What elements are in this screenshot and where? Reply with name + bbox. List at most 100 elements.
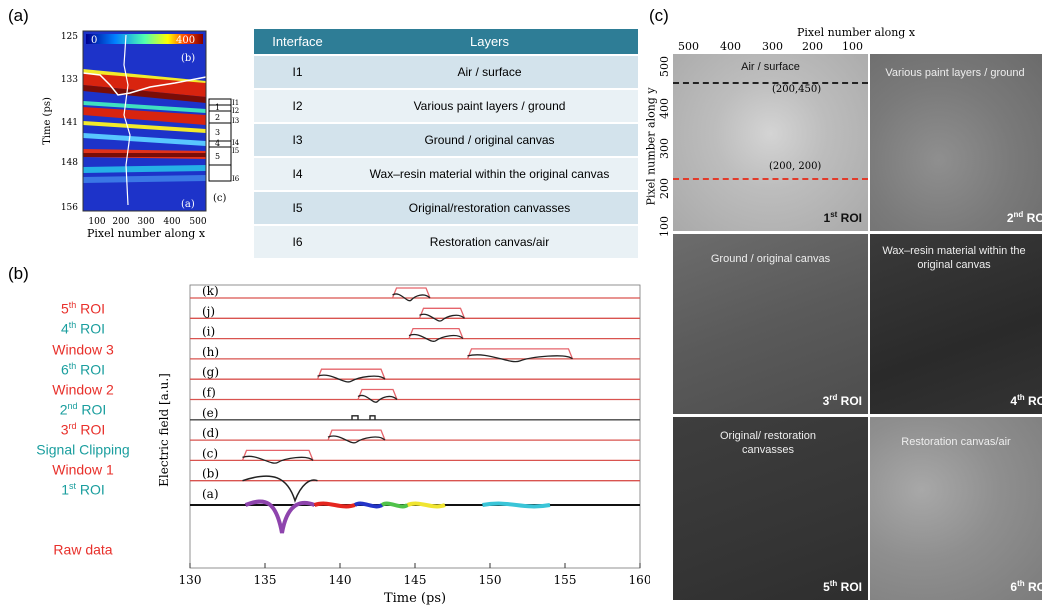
xtick: 100 (842, 40, 863, 53)
roi-list-item: 5th ROI (60, 300, 106, 317)
colorbar-max: 400 (176, 35, 195, 46)
interface-mark: I4 (232, 139, 240, 147)
window-marker (316, 368, 386, 380)
table-row: I6 Restoration canvas/air (254, 224, 638, 258)
layer-number: 4 (215, 139, 220, 148)
bscan-figure: 0 400 (b) (a) 125 133 141 148 156 Time (… (42, 30, 240, 240)
window-marker (418, 307, 466, 319)
roi-list-item: 4th ROI (60, 320, 106, 337)
waveform (357, 394, 398, 403)
trace-label: (f) (202, 386, 216, 400)
tile-label: Wax–resin material within the original c… (882, 245, 1026, 271)
roi-tile-1: Air / surface (200,450) (200, 200) 1st R… (673, 54, 868, 231)
roi-list-item: Raw data (53, 541, 113, 558)
table-row: I1 Air / surface (254, 54, 638, 89)
roi-list-item: 6th ROI (60, 361, 106, 378)
trace-label: (b) (202, 467, 219, 481)
panel-c-ylabel-wrap: Pixel number along y (645, 87, 658, 205)
stripe (83, 101, 206, 113)
raw-segment (482, 501, 551, 509)
interface-mark: I1 (232, 99, 239, 107)
roi-tag: 1st ROI (823, 210, 862, 225)
window-marker (466, 348, 574, 360)
raw-segment (353, 501, 384, 509)
trace-label: (e) (202, 406, 218, 420)
panel-label-a: (a) (8, 6, 29, 25)
window-marker (408, 327, 464, 339)
layer-number: 1 (215, 103, 220, 112)
panel-label-b: (b) (8, 264, 29, 283)
window-marker (391, 287, 431, 299)
x-tick-label: 130 (179, 573, 202, 587)
roi-list-item: 2nd ROI (59, 401, 107, 418)
x-tick-label: 160 (629, 573, 650, 587)
chart-xlabel: Time (ps) (384, 591, 446, 606)
roi-list-item: 1st ROI (61, 481, 105, 498)
point-label-black: (200, 200) (769, 161, 822, 172)
raw-segment (406, 501, 446, 509)
waveform (317, 374, 386, 383)
inner-label-b: (b) (181, 53, 195, 64)
interface-ladder (208, 98, 232, 182)
roi-list-item: 3rd ROI (60, 421, 106, 438)
colorbar-min: 0 (91, 35, 97, 46)
waveform (392, 293, 431, 302)
xtick: 400 (720, 40, 741, 53)
table-row: I2 Various paint layers / ground (254, 88, 638, 123)
point-label-red: (200,450) (772, 84, 822, 95)
tile-label: Various paint layers / ground (885, 67, 1025, 79)
table-header-interface: Interface (254, 29, 341, 55)
x-tick-label: 145 (404, 573, 427, 587)
roi-list-item: Signal Clipping (36, 441, 130, 458)
roi-tag: 2nd ROI (1006, 210, 1042, 225)
xtick: 300 (137, 217, 154, 227)
waveforms (190, 293, 640, 534)
window-marker (241, 449, 314, 461)
xtick: 500 (678, 40, 699, 53)
inner-label-c: (c) (213, 193, 227, 204)
ylabel: Time (ps) (42, 97, 53, 145)
stripe (83, 133, 206, 146)
panel-c-xlabel: Pixel number along x (796, 26, 916, 39)
dashed-line-black (673, 82, 868, 84)
roi-tile-4: Wax–resin material within the original c… (870, 234, 1042, 414)
raw-segment (313, 501, 356, 509)
raw-segment (244, 499, 316, 534)
xtick: 200 (112, 217, 129, 227)
tile-label: Ground / original canvas (710, 253, 831, 265)
ytick: 148 (61, 158, 78, 168)
window-marker (327, 429, 386, 441)
roi-tag: 6th RO (1010, 579, 1042, 594)
panel-label-c: (c) (649, 6, 669, 25)
ytick: 141 (61, 118, 78, 128)
interface-mark: I2 (232, 107, 239, 115)
trace-label: (h) (202, 345, 219, 359)
roi-tile-6: Restoration canvas/air 6th RO (870, 417, 1042, 600)
x-tick-label: 150 (479, 573, 502, 587)
trace-baselines (190, 297, 640, 482)
ytick: 156 (61, 203, 78, 213)
waveform (242, 475, 318, 504)
ytick: 125 (61, 32, 78, 42)
interface-mark: I3 (232, 117, 239, 125)
x-tick-label: 140 (329, 573, 352, 587)
waveform (351, 415, 376, 420)
roi-tag: 4th RO (1010, 393, 1042, 408)
xtick: 500 (189, 217, 206, 227)
stripe (83, 107, 206, 125)
roi-list-item: Window 2 (52, 381, 114, 398)
stripe (83, 153, 206, 157)
interface-mark: I5 (232, 147, 239, 155)
layer-number: 2 (215, 113, 220, 122)
waveform-chart: (k) (j) (i) (h) (g) (f) (e) (d) (c) (b) (a) 130 135… (157, 284, 650, 606)
interface-mark: I6 (232, 175, 240, 183)
ytick: 200 (658, 178, 671, 199)
xlabel: Pixel number along x (87, 227, 206, 240)
trace-label: (g) (202, 365, 219, 379)
layer-number: 3 (215, 128, 220, 137)
roi-list-item: Window 1 (52, 461, 114, 478)
tile-label: Air / surface (741, 61, 800, 73)
roi-tile-2: Various paint layers / ground 2nd ROI (870, 54, 1042, 231)
x-tick-label: 135 (254, 573, 277, 587)
panel-c-yticks: 500 400 300 200 100 (654, 56, 674, 237)
